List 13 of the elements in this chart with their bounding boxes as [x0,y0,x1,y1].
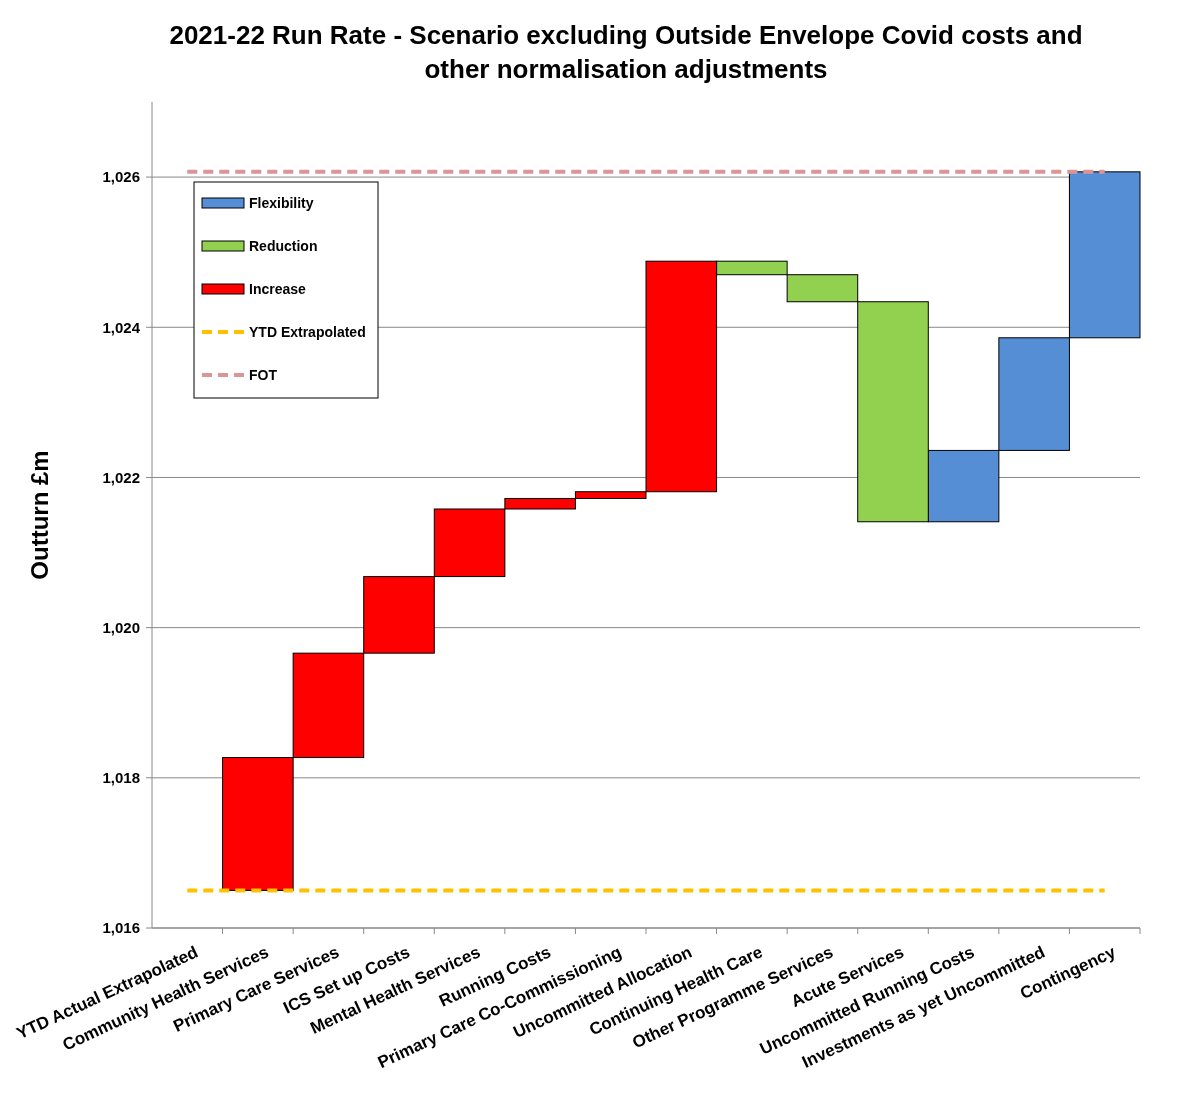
y-tick-label: 1,016 [102,919,140,937]
y-tick-label: 1,018 [102,769,140,787]
legend-label: Flexibility [249,194,314,211]
legend-label: YTD Extrapolated [249,323,366,340]
y-tick-label: 1,022 [102,468,140,486]
legend-label: Reduction [249,237,318,254]
y-tick-label: 1,024 [102,318,141,336]
legend-label: Increase [249,280,307,297]
y-tick-label: 1,026 [102,168,140,186]
y-axis-title: Outturn £m [26,450,53,580]
y-tick-label: 1,020 [102,618,140,636]
legend-label: FOT [249,366,278,383]
chart-title: 2021-22 Run Rate - Scenario excluding Outside Envelope Covid costs and other normalisation adjustments [169,20,1083,84]
